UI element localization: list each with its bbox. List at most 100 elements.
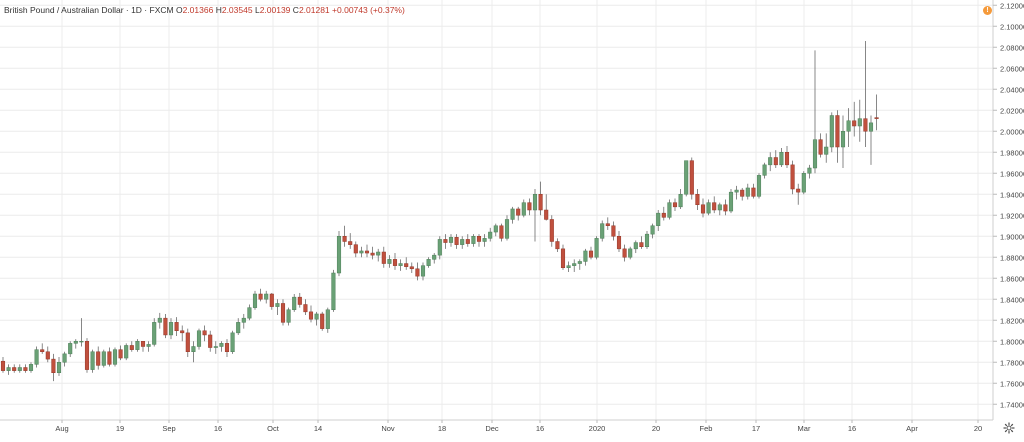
candle[interactable] [482, 234, 487, 247]
candle[interactable] [118, 345, 123, 361]
candle[interactable] [549, 215, 554, 247]
candle[interactable] [292, 294, 297, 312]
candle[interactable] [521, 199, 526, 218]
candle[interactable] [499, 223, 504, 242]
candle[interactable] [852, 101, 857, 137]
candle[interactable] [678, 189, 683, 209]
candle[interactable] [68, 341, 73, 357]
candle[interactable] [303, 299, 308, 315]
candle[interactable] [689, 157, 694, 200]
candle[interactable] [213, 341, 218, 354]
candle[interactable] [454, 234, 459, 249]
price-axis[interactable]: 2.12000 2.10000 2.08000 2.06000 2.04000 2.020… [993, 1, 1024, 409]
candle[interactable] [325, 307, 330, 333]
candle[interactable] [258, 288, 263, 302]
candle[interactable] [241, 313, 246, 329]
candle[interactable] [745, 183, 750, 200]
candle[interactable] [504, 215, 510, 241]
candle[interactable] [264, 290, 269, 304]
candle[interactable] [863, 40, 868, 147]
candle[interactable] [544, 194, 549, 221]
candle[interactable] [275, 299, 280, 315]
candle[interactable] [510, 206, 515, 224]
time-axis[interactable]: Aug 19 Sep 16 Oct 14 Nov 18 Dec 16 2020 20 Feb 17 Mar 1… [55, 420, 982, 433]
candle[interactable] [236, 318, 241, 335]
candle[interactable] [717, 202, 722, 216]
candle[interactable] [633, 240, 638, 254]
candle[interactable] [751, 183, 756, 199]
candle[interactable] [420, 262, 426, 281]
candle[interactable] [583, 248, 588, 266]
candle[interactable] [364, 244, 370, 258]
candle[interactable] [101, 349, 106, 368]
candle[interactable] [768, 152, 773, 172]
candle[interactable] [84, 338, 90, 373]
candle[interactable] [135, 339, 140, 352]
candle[interactable] [460, 236, 465, 249]
candle[interactable] [124, 343, 129, 361]
candle[interactable] [62, 351, 67, 367]
candle[interactable] [415, 262, 420, 281]
gear-icon[interactable] [1003, 422, 1015, 434]
candle[interactable] [784, 145, 790, 168]
candle[interactable] [73, 339, 78, 349]
candle[interactable] [650, 223, 655, 239]
candle[interactable] [796, 183, 801, 205]
candle[interactable] [202, 325, 207, 342]
candle[interactable] [314, 311, 319, 326]
candle[interactable] [695, 189, 700, 210]
candle[interactable] [129, 341, 134, 352]
candle[interactable] [818, 133, 823, 158]
candle[interactable] [51, 353, 56, 382]
candle[interactable] [398, 259, 403, 271]
candle[interactable] [644, 231, 650, 249]
candle[interactable] [443, 234, 448, 249]
candle[interactable] [622, 244, 627, 262]
candle[interactable] [857, 99, 862, 142]
candle[interactable] [437, 236, 442, 260]
candle[interactable] [6, 364, 11, 375]
candle[interactable] [426, 257, 431, 268]
candle[interactable] [538, 181, 543, 216]
candle[interactable] [588, 246, 594, 260]
candle[interactable] [208, 330, 213, 352]
candle[interactable] [336, 231, 342, 277]
candle[interactable] [611, 221, 616, 241]
candle[interactable] [773, 150, 778, 168]
candle[interactable] [684, 160, 689, 197]
candle[interactable] [308, 305, 314, 323]
candle[interactable] [23, 364, 28, 373]
candle[interactable] [96, 346, 101, 370]
candle[interactable] [0, 357, 6, 373]
candle[interactable] [661, 206, 666, 221]
candle[interactable] [34, 346, 39, 368]
candle[interactable] [409, 262, 414, 274]
candle[interactable] [180, 325, 185, 342]
candle[interactable] [40, 343, 45, 354]
candle[interactable] [163, 313, 168, 339]
candle[interactable] [297, 292, 302, 308]
candle[interactable] [196, 328, 202, 350]
candle[interactable] [168, 318, 174, 340]
candle[interactable] [286, 307, 291, 326]
candle[interactable] [868, 115, 874, 165]
candle[interactable] [493, 223, 498, 237]
candle[interactable] [392, 253, 398, 270]
candle[interactable] [600, 220, 605, 242]
candle[interactable] [252, 290, 258, 310]
candle[interactable] [353, 241, 358, 258]
candle[interactable] [532, 189, 538, 242]
candle[interactable] [516, 206, 521, 221]
candle[interactable] [174, 317, 179, 336]
candle[interactable] [45, 346, 50, 363]
candle[interactable] [146, 341, 151, 352]
candle[interactable] [667, 199, 672, 220]
candle[interactable] [812, 50, 818, 174]
candle[interactable] [605, 217, 610, 230]
candle[interactable] [560, 244, 566, 270]
candle[interactable] [476, 234, 482, 247]
candle[interactable] [555, 238, 560, 252]
candle[interactable] [594, 236, 599, 260]
candle[interactable] [79, 318, 84, 347]
